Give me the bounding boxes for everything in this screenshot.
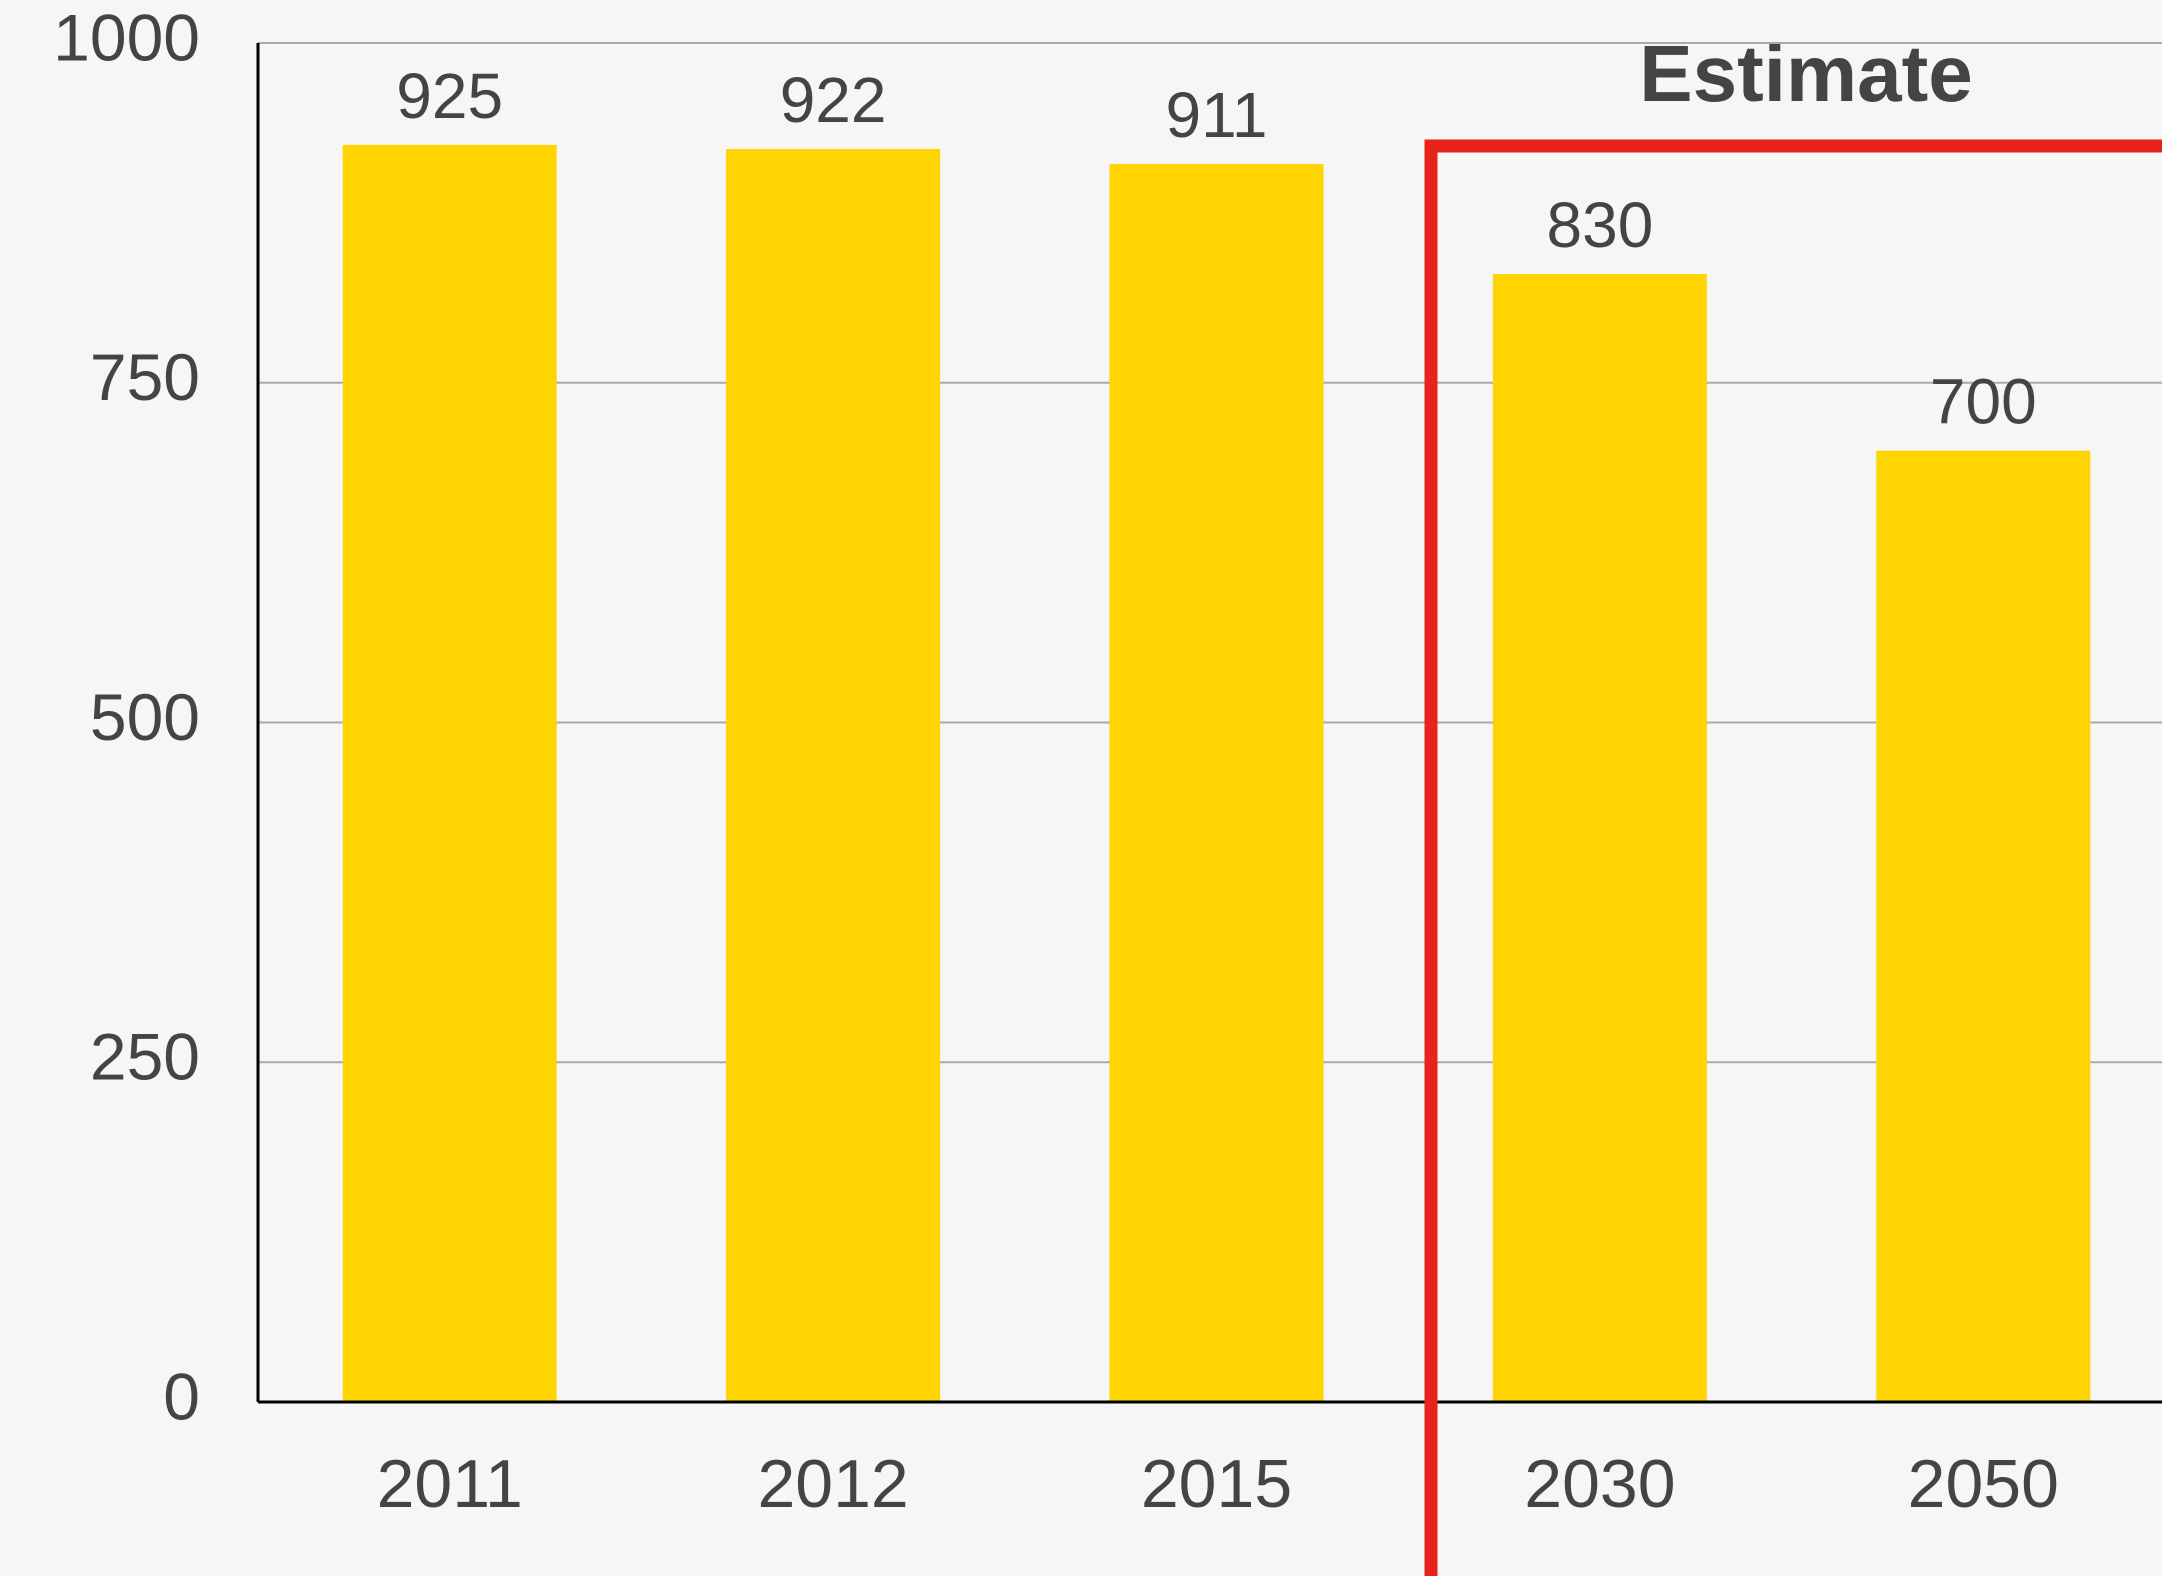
value-label: 911 [1165, 79, 1267, 151]
y-tick-label: 1000 [53, 0, 200, 74]
value-label: 922 [780, 64, 887, 136]
y-tick-label: 500 [90, 680, 200, 754]
x-tick-label: 2050 [1908, 1446, 2059, 1522]
y-tick-label: 250 [90, 1020, 200, 1094]
bar [726, 149, 941, 1403]
bar [342, 144, 557, 1402]
y-tick-label: 750 [90, 340, 200, 414]
x-tick-label: 2015 [1141, 1446, 1292, 1522]
x-tick-label: 2012 [757, 1446, 908, 1522]
y-tick-label: 0 [163, 1359, 200, 1433]
bar [1109, 163, 1324, 1402]
value-label: 925 [396, 60, 503, 132]
value-label: 830 [1547, 189, 1654, 261]
value-label: 700 [1930, 366, 2037, 438]
x-tick-label: 2030 [1524, 1446, 1675, 1522]
bar [1492, 274, 1707, 1402]
bar [1876, 450, 2091, 1402]
x-tick-label: 2011 [377, 1446, 523, 1522]
estimate-box [1424, 139, 2162, 1576]
